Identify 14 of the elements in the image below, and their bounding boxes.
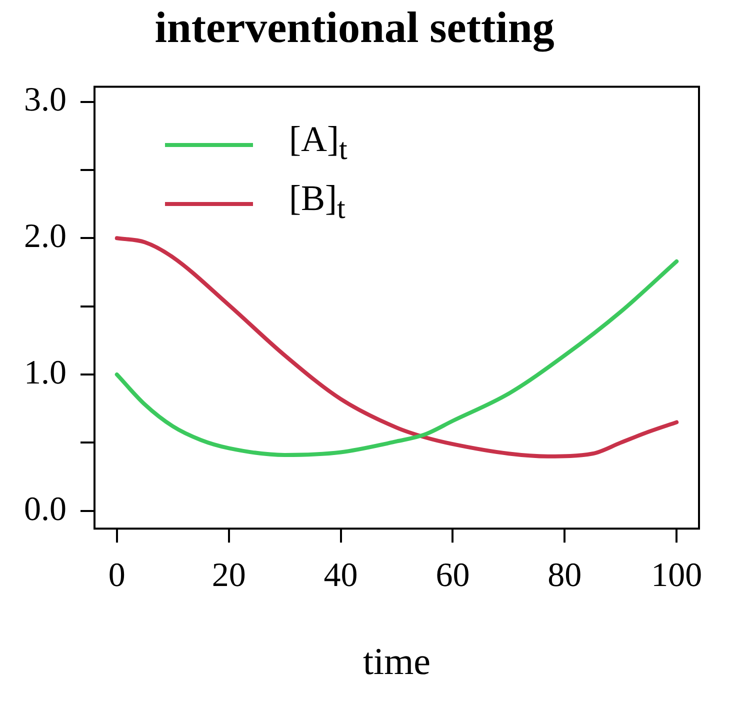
y-tick-label: 1.0 xyxy=(24,354,66,392)
x-tick-label: 100 xyxy=(651,556,702,594)
x-tick-label: 40 xyxy=(324,556,358,594)
x-tick-label: 0 xyxy=(108,556,126,594)
y-tick-label: 0.0 xyxy=(24,490,66,528)
y-tick-label: 2.0 xyxy=(24,218,66,256)
x-tick-label: 20 xyxy=(212,556,246,594)
y-tick-label: 3.0 xyxy=(24,82,66,119)
legend-label: [B]$_{t}$ xyxy=(289,177,346,228)
x-axis-title: time xyxy=(362,641,431,684)
x-tick-label: 80 xyxy=(548,556,582,594)
x-tick-label: 60 xyxy=(436,556,470,594)
chart-title: interventional setting xyxy=(154,2,554,52)
legend-label: [A]$_{t}$ xyxy=(289,118,348,168)
